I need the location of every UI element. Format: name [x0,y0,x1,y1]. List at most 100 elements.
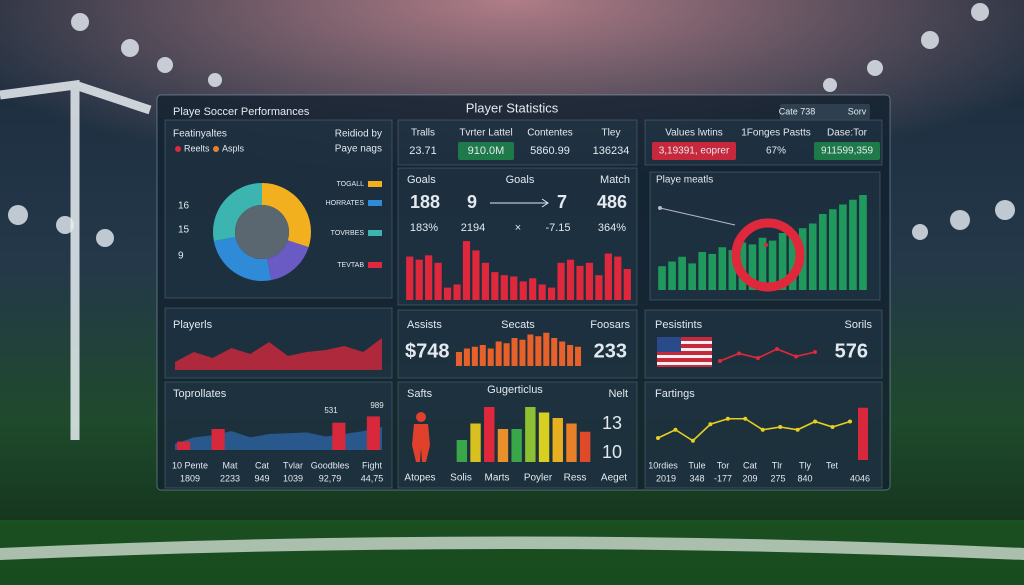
bar [859,195,867,290]
point [794,354,798,359]
donut-center [235,205,289,259]
label: Tvrter Lattel [459,128,512,139]
label: Paye nags [335,144,382,155]
label: 23.71 [409,145,437,157]
bar [211,429,225,450]
bar [463,348,470,366]
filter[interactable]: Cate 738 [779,106,816,116]
bar [434,262,442,300]
label: Tley [602,128,621,139]
bar [849,199,857,290]
label: 840 [797,473,812,483]
bar [511,429,522,462]
area [175,426,382,450]
marker-label: 989 [370,401,384,410]
point [743,416,748,421]
bar [472,250,480,300]
bar [495,341,502,366]
metric: 9 [467,192,477,212]
label: Marts [485,473,510,484]
label: Dase:Tor [827,128,868,139]
bar [788,234,797,290]
filter-box[interactable] [780,104,870,120]
point [830,425,835,429]
key-swatch [368,262,382,268]
bar [808,223,817,290]
label: 4046 [850,473,870,483]
pointer-line [659,207,736,226]
metric: $748 [405,340,450,362]
bar [481,262,489,300]
key-label: TEVTAB [337,262,364,269]
bar [455,352,462,366]
point [813,419,818,424]
label: 1039 [283,473,303,483]
point [690,438,695,443]
badge-green [814,142,880,160]
bar [566,423,577,462]
key-label: TOVRBES [331,230,365,237]
bar [557,262,565,300]
label: Pesistints [655,319,703,331]
label: Featinyaltes [173,129,227,140]
bar [443,287,452,300]
label: Tralls [411,128,435,139]
label: Cat [255,460,270,470]
page-title: Player Statistics [466,100,559,115]
metric: 13 [602,413,622,433]
metric: 576 [835,340,868,362]
point [725,416,730,421]
bar [484,407,495,462]
bar [758,237,767,290]
bar [332,422,346,450]
point [718,359,722,363]
donut-segment [261,183,311,248]
line [719,348,816,362]
bar [527,334,534,366]
label: 209 [742,473,757,483]
label: Poyler [524,473,553,484]
ring-dot [764,243,768,247]
bar [575,346,582,366]
point [737,351,741,356]
stadium-lights [8,3,1015,247]
bar [538,284,546,300]
label: Toprollates [173,388,227,400]
bar [688,263,696,290]
donut-segment [213,183,263,242]
bar [623,269,631,300]
label: Gugerticlus [487,384,543,396]
bar [510,276,518,300]
sort[interactable]: Sorv [848,106,867,116]
metric-sub: -7.15 [545,222,570,234]
legend-dot [175,146,181,152]
point [760,427,765,432]
label: Goals [506,174,535,186]
label: Tvlar [283,460,303,470]
key-swatch [368,181,382,187]
label: Fartings [655,388,695,400]
metric: 7 [557,192,567,212]
scale-label: 15 [178,225,190,236]
arrow [490,198,549,208]
label: Ress [564,473,587,484]
bar [366,416,380,450]
bar [511,338,518,366]
bar [668,261,676,290]
bar [551,338,558,366]
bar [604,253,612,300]
label: 10rdies [648,460,678,470]
label: Safts [407,388,433,400]
label: 275 [770,473,785,483]
point [708,422,713,427]
bar [829,209,837,290]
label: Mat [222,460,238,470]
bar [566,259,575,300]
label: Sorils [844,319,872,331]
label: 1809 [180,473,200,483]
bar [708,253,717,290]
bar [748,244,757,290]
bar [614,256,622,300]
bar [778,233,787,290]
